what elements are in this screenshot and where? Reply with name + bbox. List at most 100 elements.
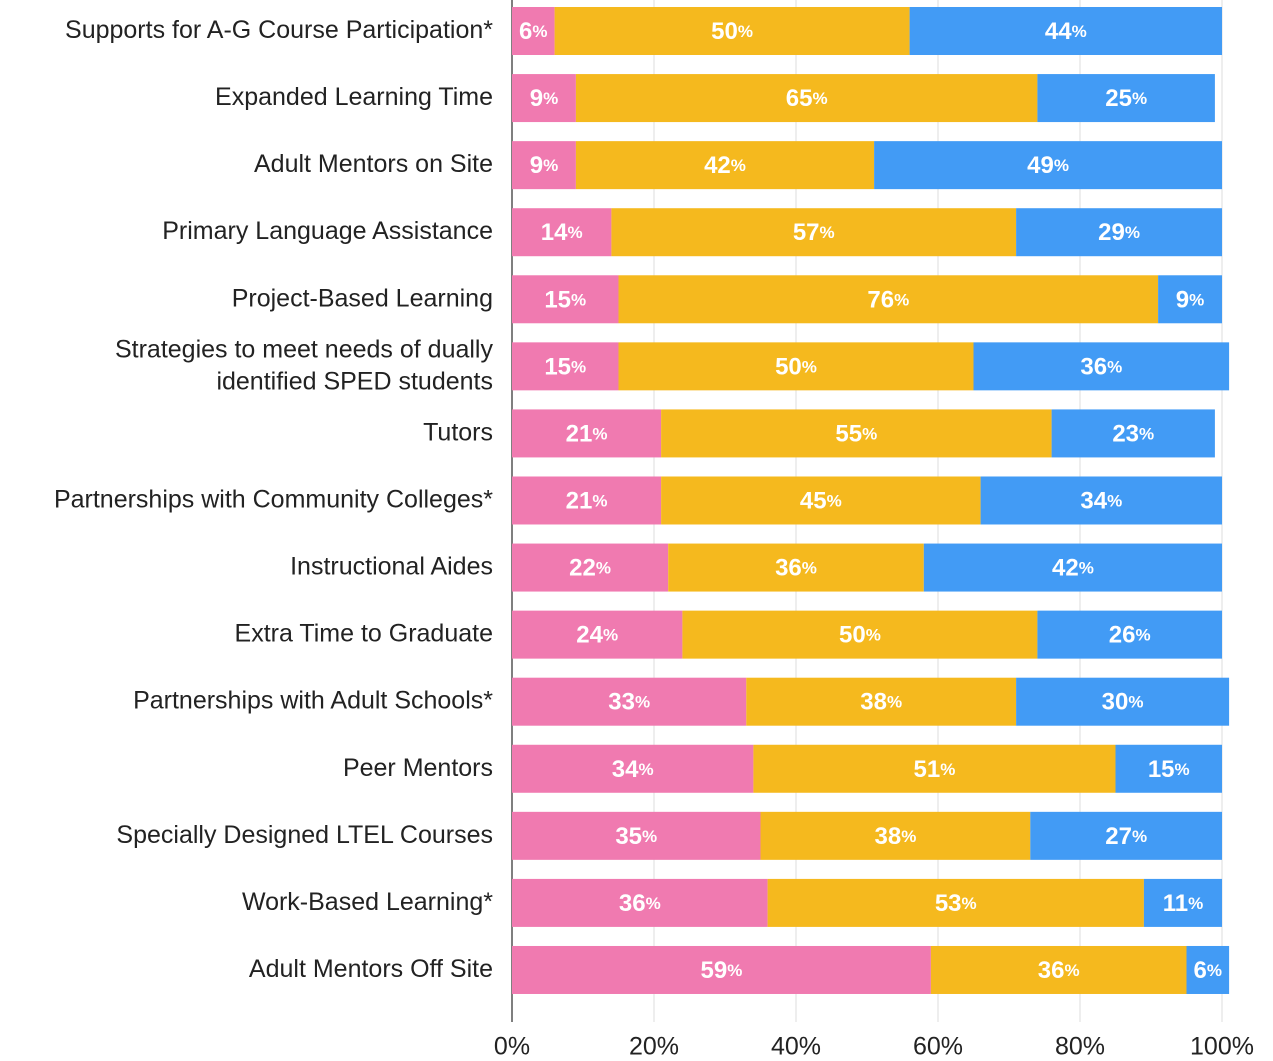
- x-tick-label: 0%: [494, 1033, 530, 1061]
- value-label: 21%: [566, 421, 608, 448]
- bar-segment: [753, 744, 1116, 793]
- bar-segment: [923, 543, 1222, 592]
- bar-segment: [512, 74, 576, 123]
- bar-segment: [760, 811, 1031, 860]
- bar-segment: [512, 141, 576, 190]
- bar-segment: [973, 342, 1230, 391]
- value-label: 76%: [867, 287, 909, 314]
- bar-segment: [554, 7, 910, 55]
- value-label: 23%: [1112, 421, 1154, 448]
- bar-segment: [909, 7, 1222, 55]
- value-label: 33%: [608, 689, 650, 716]
- category-label: Supports for A-G Course Participation*: [65, 16, 493, 44]
- category-label: Work-Based Learning*: [242, 888, 493, 916]
- category-label: Instructional Aides: [290, 552, 493, 580]
- bar-segment: [767, 878, 1144, 927]
- value-label: 65%: [786, 85, 828, 112]
- value-label: 22%: [569, 555, 611, 582]
- value-label: 38%: [860, 689, 902, 716]
- bar-segment: [874, 141, 1222, 190]
- value-label: 57%: [793, 220, 835, 247]
- value-label: 45%: [800, 488, 842, 515]
- x-tick-label: 60%: [913, 1033, 963, 1061]
- value-label: 36%: [1038, 957, 1080, 984]
- value-label: 26%: [1109, 622, 1151, 649]
- bar-segment: [512, 744, 754, 793]
- bar-segment: [618, 275, 1159, 324]
- x-tick-label: 40%: [771, 1033, 821, 1061]
- bar-segment: [512, 342, 619, 391]
- value-label: 42%: [1052, 555, 1094, 582]
- x-tick-label: 20%: [629, 1033, 679, 1061]
- category-label: Partnerships with Community Colleges*: [54, 485, 493, 513]
- bar-segment: [1030, 811, 1222, 860]
- bar-segment: [661, 409, 1052, 458]
- category-label: Peer Mentors: [343, 753, 493, 781]
- value-label: 34%: [612, 756, 654, 783]
- value-label: 15%: [544, 354, 586, 381]
- value-label: 11%: [1163, 890, 1204, 917]
- value-label: 50%: [839, 622, 881, 649]
- bar-segment: [1016, 208, 1222, 257]
- category-label: Tutors: [423, 418, 493, 446]
- category-label: Primary Language Assistance: [162, 217, 493, 245]
- value-label: 38%: [874, 823, 916, 850]
- bar-segment: [512, 543, 669, 592]
- bar-segment: [1186, 945, 1230, 994]
- bar-segment: [1016, 677, 1230, 726]
- category-label: Adult Mentors Off Site: [249, 955, 493, 983]
- value-label: 9%: [530, 152, 558, 179]
- x-tick-label: 80%: [1055, 1033, 1105, 1061]
- bar-segment: [668, 543, 924, 592]
- value-label: 15%: [544, 287, 586, 314]
- value-label: 25%: [1105, 85, 1147, 112]
- value-label: 24%: [576, 622, 618, 649]
- bar-segment: [512, 811, 761, 860]
- bar-segment: [512, 610, 683, 659]
- bar-segment: [512, 208, 612, 257]
- category-label: Specially Designed LTEL Courses: [116, 820, 493, 848]
- value-label: 50%: [775, 354, 817, 381]
- bar-segment: [1143, 878, 1222, 927]
- bar-segment: [746, 677, 1017, 726]
- value-label: 51%: [914, 756, 956, 783]
- bar-segment: [512, 677, 747, 726]
- bar-segment: [682, 610, 1038, 659]
- value-label: 6%: [519, 18, 547, 45]
- bar-segment: [618, 342, 974, 391]
- value-label: 14%: [541, 220, 583, 247]
- x-tick-label: 100%: [1190, 1033, 1254, 1061]
- bar-segment: [980, 476, 1222, 525]
- bar-segment: [661, 476, 981, 525]
- value-label: 15%: [1148, 756, 1190, 783]
- bar-segment: [1051, 409, 1215, 458]
- bar-segment: [512, 878, 768, 927]
- bar-segment: [611, 208, 1017, 257]
- bar-segment: [512, 275, 619, 324]
- value-label: 6%: [1194, 957, 1222, 984]
- bar-segment: [1037, 74, 1215, 123]
- value-label: 36%: [775, 555, 817, 582]
- category-label: Adult Mentors on Site: [254, 150, 493, 178]
- value-label: 50%: [711, 18, 753, 45]
- category-label: Partnerships with Adult Schools*: [133, 686, 493, 714]
- value-label: 55%: [835, 421, 877, 448]
- bar-segment: [575, 141, 875, 190]
- bar-segment: [1158, 275, 1222, 324]
- value-label: 36%: [1080, 354, 1122, 381]
- bar-segment: [575, 74, 1038, 123]
- value-label: 9%: [1176, 287, 1204, 314]
- bar-segment: [512, 476, 662, 525]
- value-label: 30%: [1102, 689, 1144, 716]
- bar-segment: [512, 7, 555, 55]
- category-label: Project-Based Learning: [232, 284, 493, 312]
- value-label: 44%: [1045, 18, 1087, 45]
- bar-segment: [1115, 744, 1222, 793]
- value-label: 21%: [566, 488, 608, 515]
- bar-segment: [512, 945, 931, 994]
- value-label: 36%: [619, 890, 661, 917]
- value-label: 9%: [530, 85, 558, 112]
- value-label: 35%: [615, 823, 657, 850]
- category-label: Expanded Learning Time: [215, 83, 493, 111]
